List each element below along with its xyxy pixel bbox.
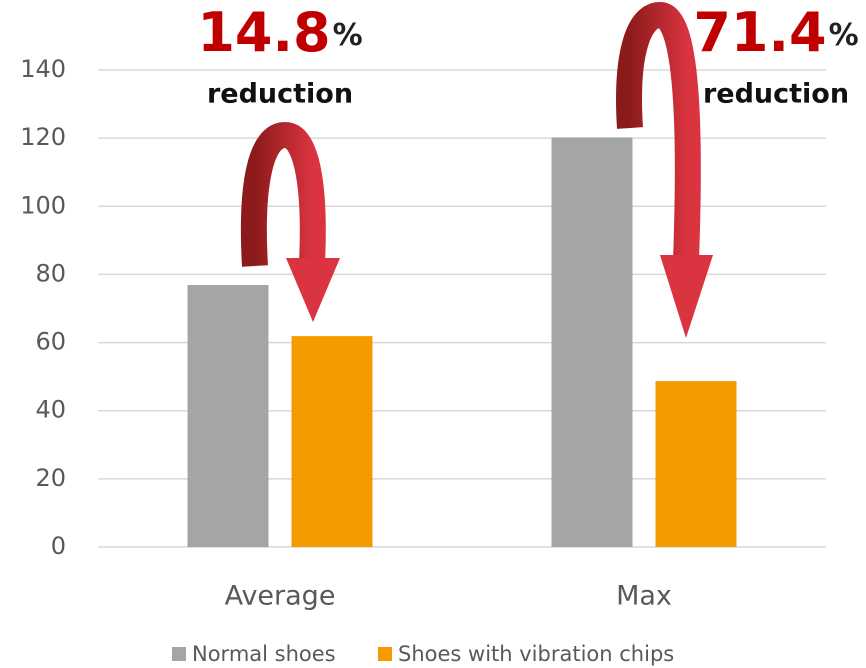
y-tick-label: 80: [35, 259, 66, 287]
y-tick-label: 0: [51, 532, 66, 560]
annotation-number: 14.8: [197, 1, 330, 64]
arrows: [240, 1, 713, 338]
y-tick-label: 140: [20, 55, 66, 83]
annotation-unit: %: [333, 18, 363, 53]
bar: [291, 336, 373, 547]
arrow: [616, 1, 701, 261]
bar: [551, 137, 633, 547]
annotation-label: reduction: [703, 79, 849, 110]
y-tick-label: 20: [35, 464, 66, 492]
legend-label: Normal shoes: [192, 642, 336, 666]
arrow-head: [286, 258, 340, 322]
bar: [187, 284, 269, 547]
y-tick-label: 120: [20, 123, 66, 151]
bars: [187, 137, 737, 547]
annotation-label: reduction: [207, 79, 353, 110]
legend-swatch: [172, 647, 186, 661]
x-tick-label: Average: [225, 581, 336, 612]
bar: [655, 381, 737, 547]
arrow: [240, 121, 326, 267]
annotations: 14.8% reduction 71.4% reduction: [197, 1, 858, 110]
annotation-value: 14.8%: [197, 1, 362, 64]
y-tick-label: 100: [20, 191, 66, 219]
annotation-number: 71.4: [693, 1, 826, 64]
annotation-unit: %: [829, 18, 859, 53]
arrow-head: [660, 255, 713, 338]
legend-swatch: [378, 647, 392, 661]
x-tick-label: Max: [616, 581, 672, 612]
annotation-value: 71.4%: [693, 1, 858, 64]
y-tick-label: 40: [35, 396, 66, 424]
y-tick-label: 60: [35, 328, 66, 356]
legend-label: Shoes with vibration chips: [398, 642, 674, 666]
